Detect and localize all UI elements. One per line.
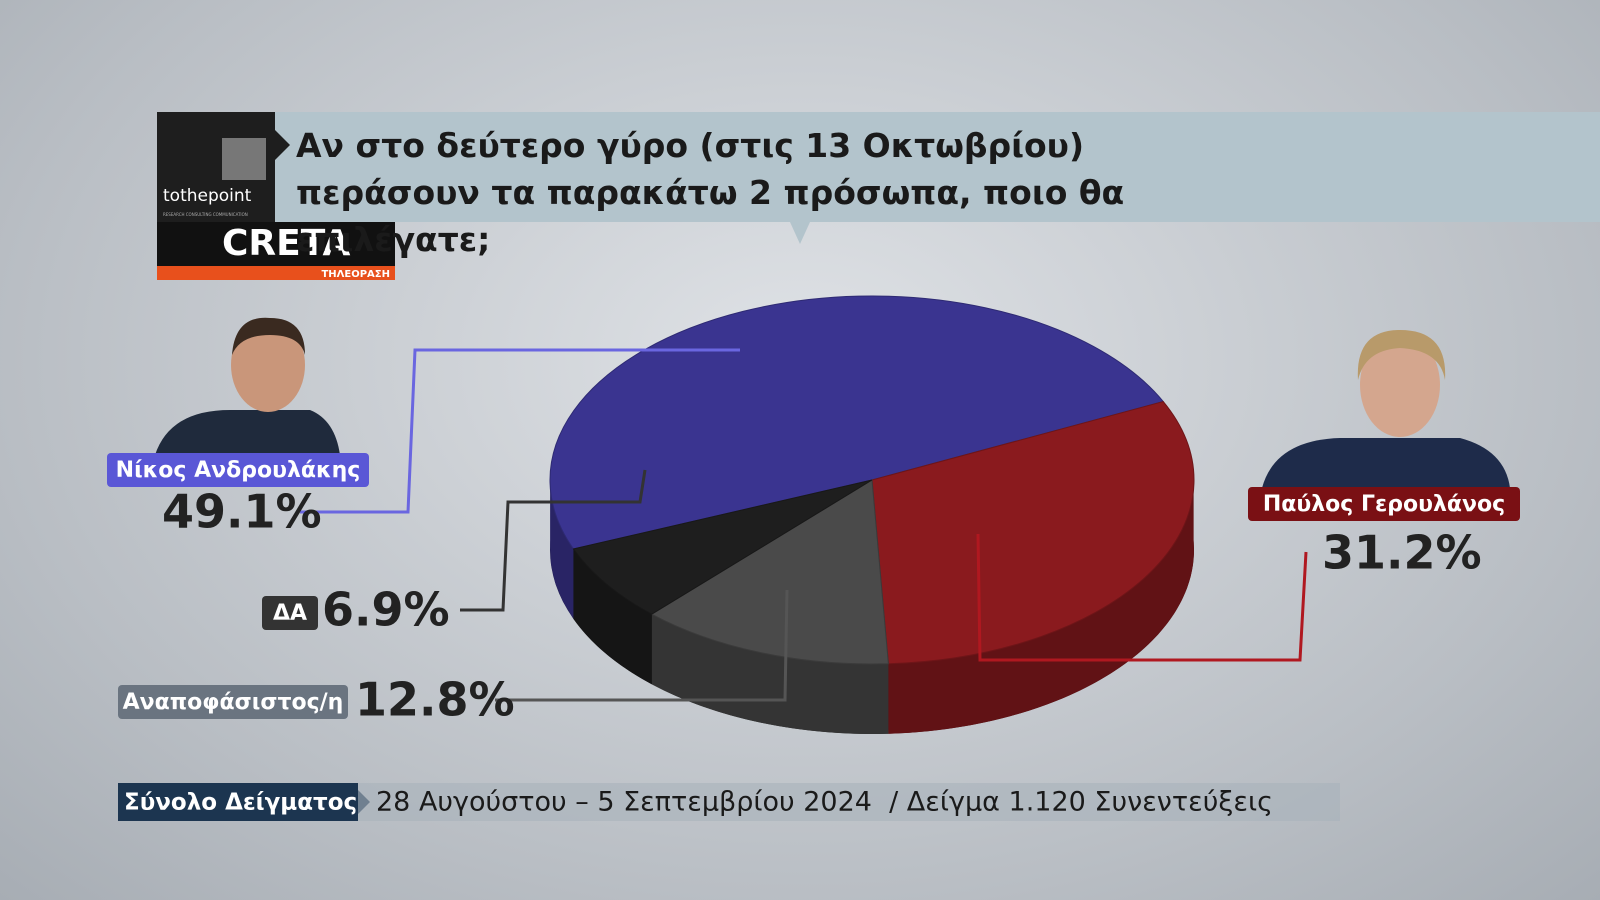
category-label: Παύλος Γερουλάνος xyxy=(1263,492,1505,517)
name-box xyxy=(107,453,369,487)
photo-left xyxy=(155,317,340,455)
connector xyxy=(460,469,647,612)
slice-wall xyxy=(651,614,889,734)
slice xyxy=(572,479,873,615)
value-label: 12.8% xyxy=(355,673,515,727)
connector xyxy=(976,533,1308,662)
title: Αν στο δεύτερο γύρο (στις 13 Οκτωβρίου) … xyxy=(296,126,1125,259)
connector xyxy=(495,589,789,702)
connector xyxy=(300,348,740,514)
pie xyxy=(549,295,1195,734)
slice-wall xyxy=(888,471,1194,734)
slice-wall xyxy=(550,474,574,619)
channel-stripe xyxy=(157,266,395,280)
photo-right xyxy=(1262,330,1510,488)
logo-dots xyxy=(222,138,266,180)
value-label: 31.2% xyxy=(1322,526,1482,580)
slice xyxy=(549,295,1165,550)
name-box xyxy=(118,685,348,719)
footer-bar xyxy=(358,783,1340,821)
title-bar xyxy=(275,112,1600,222)
logo-tagline: RESEARCH CONSULTING COMMUNICATION xyxy=(163,212,248,217)
category-label: Αναποφάσιστος/η xyxy=(123,690,344,715)
logo-brand: tothepoint xyxy=(163,186,252,206)
category-label: ΔΑ xyxy=(273,601,307,626)
slice xyxy=(871,400,1195,665)
slice xyxy=(650,479,889,665)
footer-label: Σύνολο Δείγματος xyxy=(124,790,357,816)
category-label: Νίκος Ανδρουλάκης xyxy=(116,458,361,483)
name-box xyxy=(1248,487,1520,521)
value-label: 49.1% xyxy=(162,485,322,539)
logo-arrow xyxy=(275,130,290,160)
value-label: 6.9% xyxy=(322,583,450,637)
slice-wall xyxy=(573,548,652,685)
footer-label-box xyxy=(118,783,358,821)
channel-name: CRETA xyxy=(222,223,350,264)
title-pointer xyxy=(790,222,810,244)
name-box xyxy=(262,596,318,630)
channel-sub: ΤΗΛΕΟΡΑΣΗ xyxy=(321,269,390,280)
footer-text: 28 Αυγούστου – 5 Σεπτεμβρίου 2024 / Δείγ… xyxy=(376,787,1273,818)
